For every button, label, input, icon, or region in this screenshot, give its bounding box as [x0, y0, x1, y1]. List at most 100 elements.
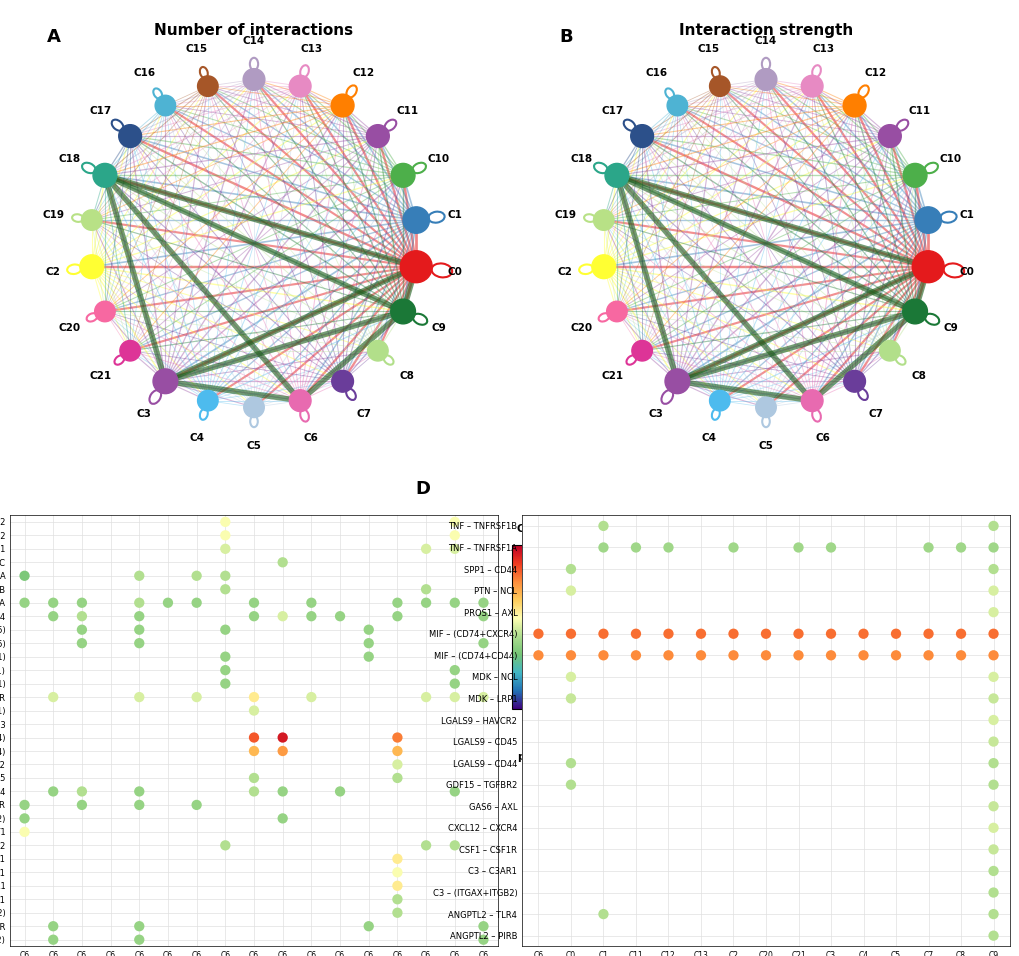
Point [562, 691, 579, 706]
Text: C6: C6 [304, 433, 318, 443]
Point [984, 561, 1001, 576]
Circle shape [878, 340, 899, 361]
Text: C9: C9 [943, 322, 957, 333]
Point [475, 689, 491, 705]
Point [217, 649, 233, 664]
Point [595, 518, 611, 533]
Point [389, 864, 406, 880]
Text: C14: C14 [754, 35, 776, 46]
Circle shape [843, 94, 865, 117]
Text: C12: C12 [864, 68, 886, 77]
Point [73, 636, 90, 651]
Point [131, 568, 148, 583]
Point [189, 595, 205, 610]
Point [984, 928, 1001, 944]
Point [160, 595, 176, 610]
Circle shape [244, 397, 264, 418]
Point [189, 797, 205, 813]
Point [131, 622, 148, 638]
Point [45, 689, 61, 705]
Circle shape [366, 124, 389, 147]
Text: C4: C4 [190, 433, 204, 443]
Point [246, 784, 262, 799]
Circle shape [79, 255, 104, 278]
Point [887, 647, 903, 663]
Text: C19: C19 [553, 209, 576, 220]
Point [475, 932, 491, 947]
Point [131, 919, 148, 934]
Point [984, 863, 1001, 879]
Point [984, 518, 1001, 533]
Point [725, 647, 741, 663]
Point [565, 908, 581, 923]
Text: C10: C10 [938, 154, 961, 164]
Point [984, 820, 1001, 836]
Point [274, 744, 290, 759]
Text: C0: C0 [958, 268, 973, 277]
Circle shape [367, 340, 388, 361]
Point [73, 797, 90, 813]
Point [627, 540, 643, 555]
Point [475, 919, 491, 934]
Text: C13: C13 [811, 44, 834, 54]
Point [361, 919, 377, 934]
Point [217, 528, 233, 543]
Point [659, 626, 676, 641]
Point [822, 647, 839, 663]
Text: C20: C20 [570, 322, 592, 333]
Point [952, 540, 968, 555]
Circle shape [801, 76, 822, 97]
Circle shape [604, 163, 628, 187]
Point [217, 581, 233, 597]
Point [47, 927, 63, 943]
Point [389, 771, 406, 786]
Point [984, 798, 1001, 814]
Point [274, 554, 290, 570]
Point [595, 540, 611, 555]
Point [131, 595, 148, 610]
Point [246, 744, 262, 759]
Circle shape [118, 124, 142, 147]
Point [389, 729, 406, 745]
Point [855, 626, 871, 641]
Point [217, 622, 233, 638]
Point [389, 892, 406, 907]
Point [274, 729, 290, 745]
Point [331, 784, 347, 799]
Point [446, 528, 463, 543]
Point [562, 583, 579, 598]
Point [217, 837, 233, 853]
Point [389, 595, 406, 610]
Circle shape [93, 163, 117, 187]
Text: Interaction strength: Interaction strength [679, 24, 852, 38]
Circle shape [630, 124, 653, 147]
Point [131, 932, 148, 947]
Point [659, 540, 676, 555]
Circle shape [709, 390, 730, 411]
Point [73, 784, 90, 799]
Point [475, 595, 491, 610]
Text: C7: C7 [867, 409, 882, 419]
Text: C0: C0 [446, 268, 462, 277]
Text: A: A [47, 28, 61, 46]
Point [984, 734, 1001, 750]
Point [246, 609, 262, 624]
Text: C14: C14 [243, 35, 265, 46]
Point [595, 906, 611, 922]
Point [45, 784, 61, 799]
Point [217, 541, 233, 556]
Point [418, 581, 434, 597]
Text: C9: C9 [431, 322, 445, 333]
Point [627, 626, 643, 641]
Circle shape [877, 124, 901, 147]
Point [627, 647, 643, 663]
Circle shape [593, 209, 613, 230]
Point [303, 609, 319, 624]
Point [984, 755, 1001, 771]
Point [45, 595, 61, 610]
Point [822, 540, 839, 555]
Text: Commun. Prob.: Commun. Prob. [517, 524, 607, 533]
Point [984, 647, 1001, 663]
Text: C21: C21 [601, 371, 624, 381]
Point [446, 663, 463, 678]
